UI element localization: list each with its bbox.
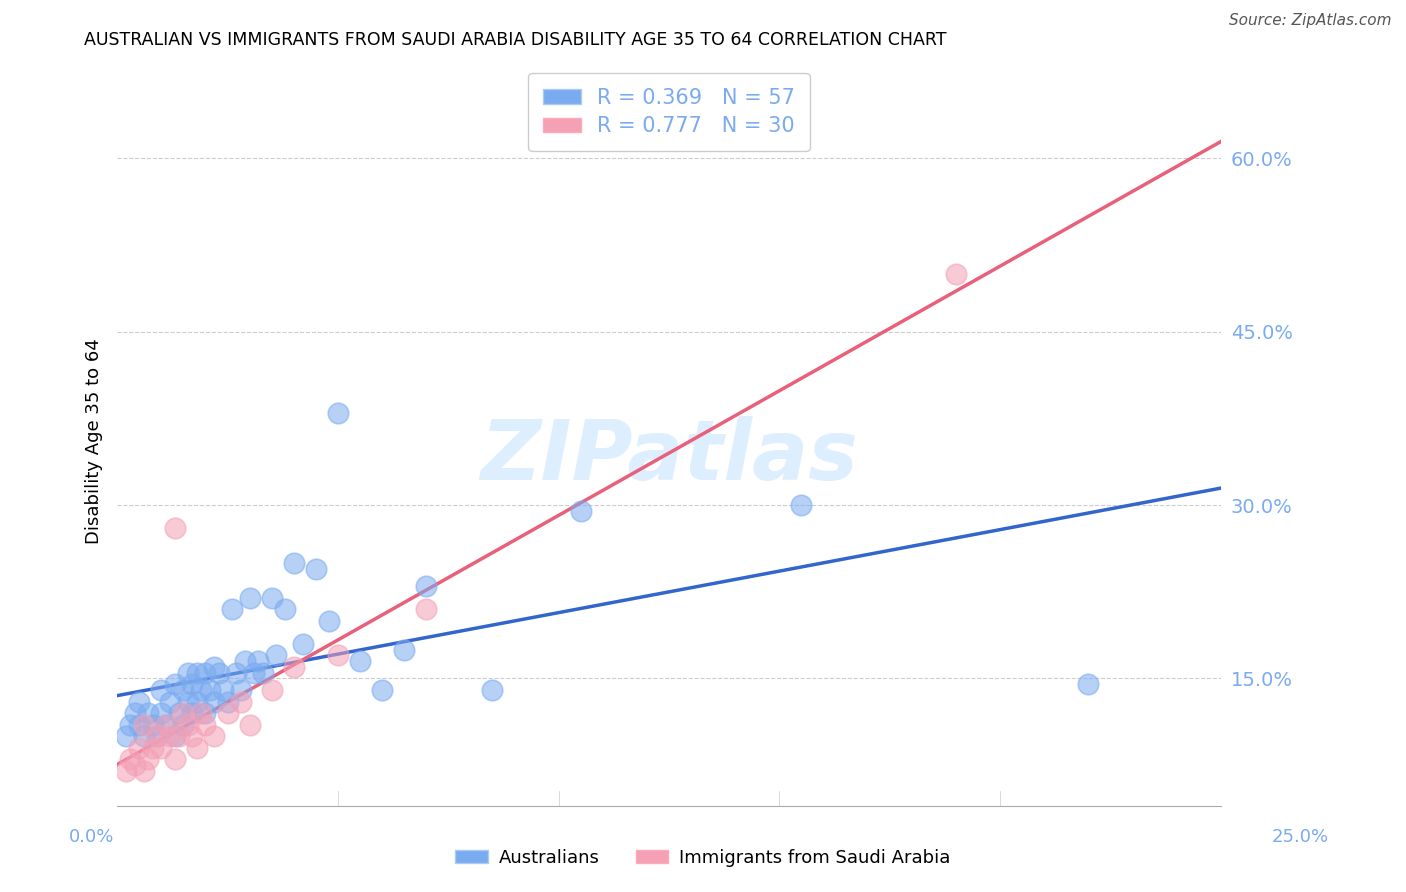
Point	[283, 556, 305, 570]
Point	[146, 729, 169, 743]
Point	[163, 729, 186, 743]
Point	[225, 665, 247, 680]
Point	[115, 764, 138, 778]
Point	[221, 602, 243, 616]
Point	[172, 706, 194, 721]
Point	[233, 654, 256, 668]
Point	[141, 717, 163, 731]
Point	[155, 717, 177, 731]
Point	[349, 654, 371, 668]
Point	[181, 706, 204, 721]
Point	[159, 729, 181, 743]
Point	[155, 717, 177, 731]
Point	[260, 591, 283, 605]
Point	[181, 729, 204, 743]
Point	[481, 683, 503, 698]
Point	[326, 406, 349, 420]
Point	[146, 729, 169, 743]
Point	[190, 683, 212, 698]
Point	[150, 706, 173, 721]
Point	[202, 729, 225, 743]
Y-axis label: Disability Age 35 to 64: Disability Age 35 to 64	[86, 339, 103, 544]
Point	[415, 602, 437, 616]
Point	[150, 683, 173, 698]
Point	[132, 717, 155, 731]
Text: 0.0%: 0.0%	[69, 828, 114, 846]
Point	[177, 695, 200, 709]
Point	[194, 706, 217, 721]
Point	[186, 665, 208, 680]
Point	[172, 717, 194, 731]
Point	[186, 740, 208, 755]
Legend: Australians, Immigrants from Saudi Arabia: Australians, Immigrants from Saudi Arabi…	[449, 842, 957, 874]
Point	[194, 717, 217, 731]
Point	[326, 648, 349, 663]
Point	[202, 660, 225, 674]
Point	[243, 665, 266, 680]
Point	[274, 602, 297, 616]
Point	[115, 729, 138, 743]
Point	[569, 504, 592, 518]
Point	[172, 683, 194, 698]
Point	[229, 683, 252, 698]
Point	[163, 677, 186, 691]
Point	[177, 717, 200, 731]
Point	[790, 498, 813, 512]
Point	[150, 740, 173, 755]
Point	[132, 764, 155, 778]
Point	[128, 717, 150, 731]
Point	[217, 706, 239, 721]
Point	[415, 579, 437, 593]
Point	[163, 521, 186, 535]
Point	[120, 752, 142, 766]
Point	[291, 637, 314, 651]
Point	[159, 695, 181, 709]
Point	[239, 717, 262, 731]
Point	[128, 695, 150, 709]
Point	[141, 740, 163, 755]
Point	[318, 614, 340, 628]
Point	[1077, 677, 1099, 691]
Point	[392, 642, 415, 657]
Point	[283, 660, 305, 674]
Point	[167, 729, 190, 743]
Point	[371, 683, 394, 698]
Point	[190, 706, 212, 721]
Point	[163, 752, 186, 766]
Point	[305, 562, 328, 576]
Text: AUSTRALIAN VS IMMIGRANTS FROM SAUDI ARABIA DISABILITY AGE 35 TO 64 CORRELATION C: AUSTRALIAN VS IMMIGRANTS FROM SAUDI ARAB…	[84, 31, 946, 49]
Point	[124, 758, 146, 772]
Point	[247, 654, 270, 668]
Point	[229, 695, 252, 709]
Point	[198, 683, 221, 698]
Point	[124, 706, 146, 721]
Point	[167, 706, 190, 721]
Point	[239, 591, 262, 605]
Point	[136, 752, 159, 766]
Point	[120, 717, 142, 731]
Point	[945, 267, 967, 281]
Point	[181, 677, 204, 691]
Text: 25.0%: 25.0%	[1272, 828, 1329, 846]
Point	[132, 729, 155, 743]
Point	[186, 695, 208, 709]
Point	[208, 665, 231, 680]
Point	[260, 683, 283, 698]
Point	[136, 706, 159, 721]
Point	[202, 695, 225, 709]
Point	[217, 695, 239, 709]
Point	[264, 648, 287, 663]
Text: ZIPatlas: ZIPatlas	[479, 416, 858, 497]
Point	[177, 665, 200, 680]
Point	[252, 665, 274, 680]
Point	[212, 683, 235, 698]
Point	[128, 740, 150, 755]
Point	[194, 665, 217, 680]
Legend: R = 0.369   N = 57, R = 0.777   N = 30: R = 0.369 N = 57, R = 0.777 N = 30	[529, 73, 810, 151]
Text: Source: ZipAtlas.com: Source: ZipAtlas.com	[1229, 13, 1392, 29]
